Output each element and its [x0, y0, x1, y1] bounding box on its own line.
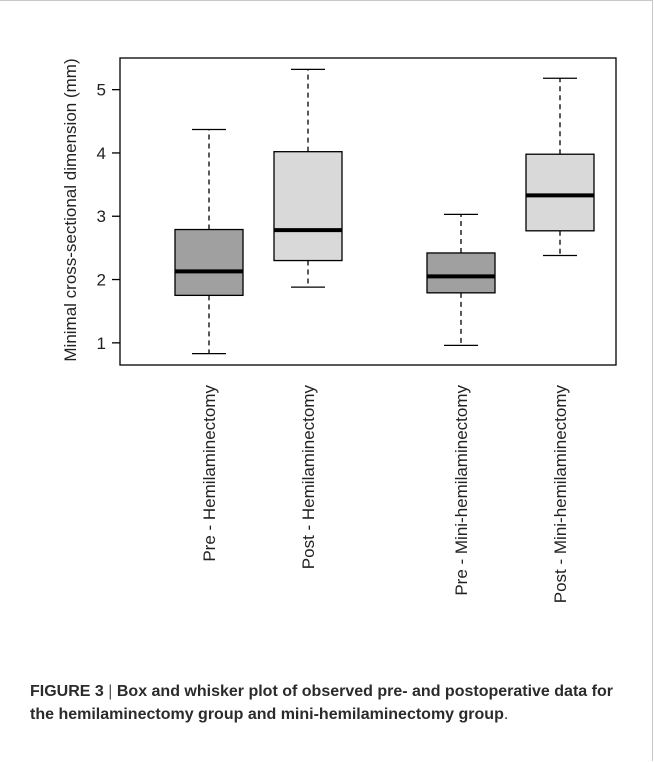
y-tick-label: 3 [97, 207, 106, 226]
y-tick-label: 1 [97, 334, 106, 353]
caption-end: . [503, 706, 509, 723]
x-tick-label: Post - Mini-hemilaminectomy [551, 385, 570, 604]
y-tick-label: 2 [97, 271, 106, 290]
box-plot-chart: 1 2 3 4 5 Pre - Hemilaminectomy Post - Hemila… [61, 57, 617, 604]
y-axis-label: Minimal cross-sectional dimension (mm) [61, 58, 80, 361]
y-tick-label: 4 [97, 144, 106, 163]
boxes [174, 68, 595, 355]
y-tick-label: 5 [97, 81, 106, 100]
iqr-box [426, 252, 496, 294]
box-1 [174, 128, 244, 355]
box-3 [426, 213, 496, 347]
y-axis: 1 2 3 4 5 [97, 81, 120, 353]
x-tick-label: Post - Hemilaminectomy [299, 385, 318, 570]
x-axis-labels: Pre - Hemilaminectomy Post - Hemilaminect… [200, 385, 570, 604]
caption-separator: | [108, 683, 113, 700]
box-2 [273, 68, 343, 288]
x-tick-label: Pre - Mini-hemilaminectomy [452, 385, 471, 596]
iqr-box [174, 228, 244, 297]
caption-text: Box and whisker plot of observed pre- an… [30, 683, 613, 723]
iqr-box [273, 151, 343, 262]
figure-caption: FIGURE 3 | Box and whisker plot of obser… [30, 680, 630, 726]
x-tick-label: Pre - Hemilaminectomy [200, 385, 219, 562]
caption-label: FIGURE 3 [30, 683, 104, 700]
iqr-box [525, 153, 595, 232]
plot-area [119, 57, 617, 366]
box-4 [525, 77, 595, 257]
